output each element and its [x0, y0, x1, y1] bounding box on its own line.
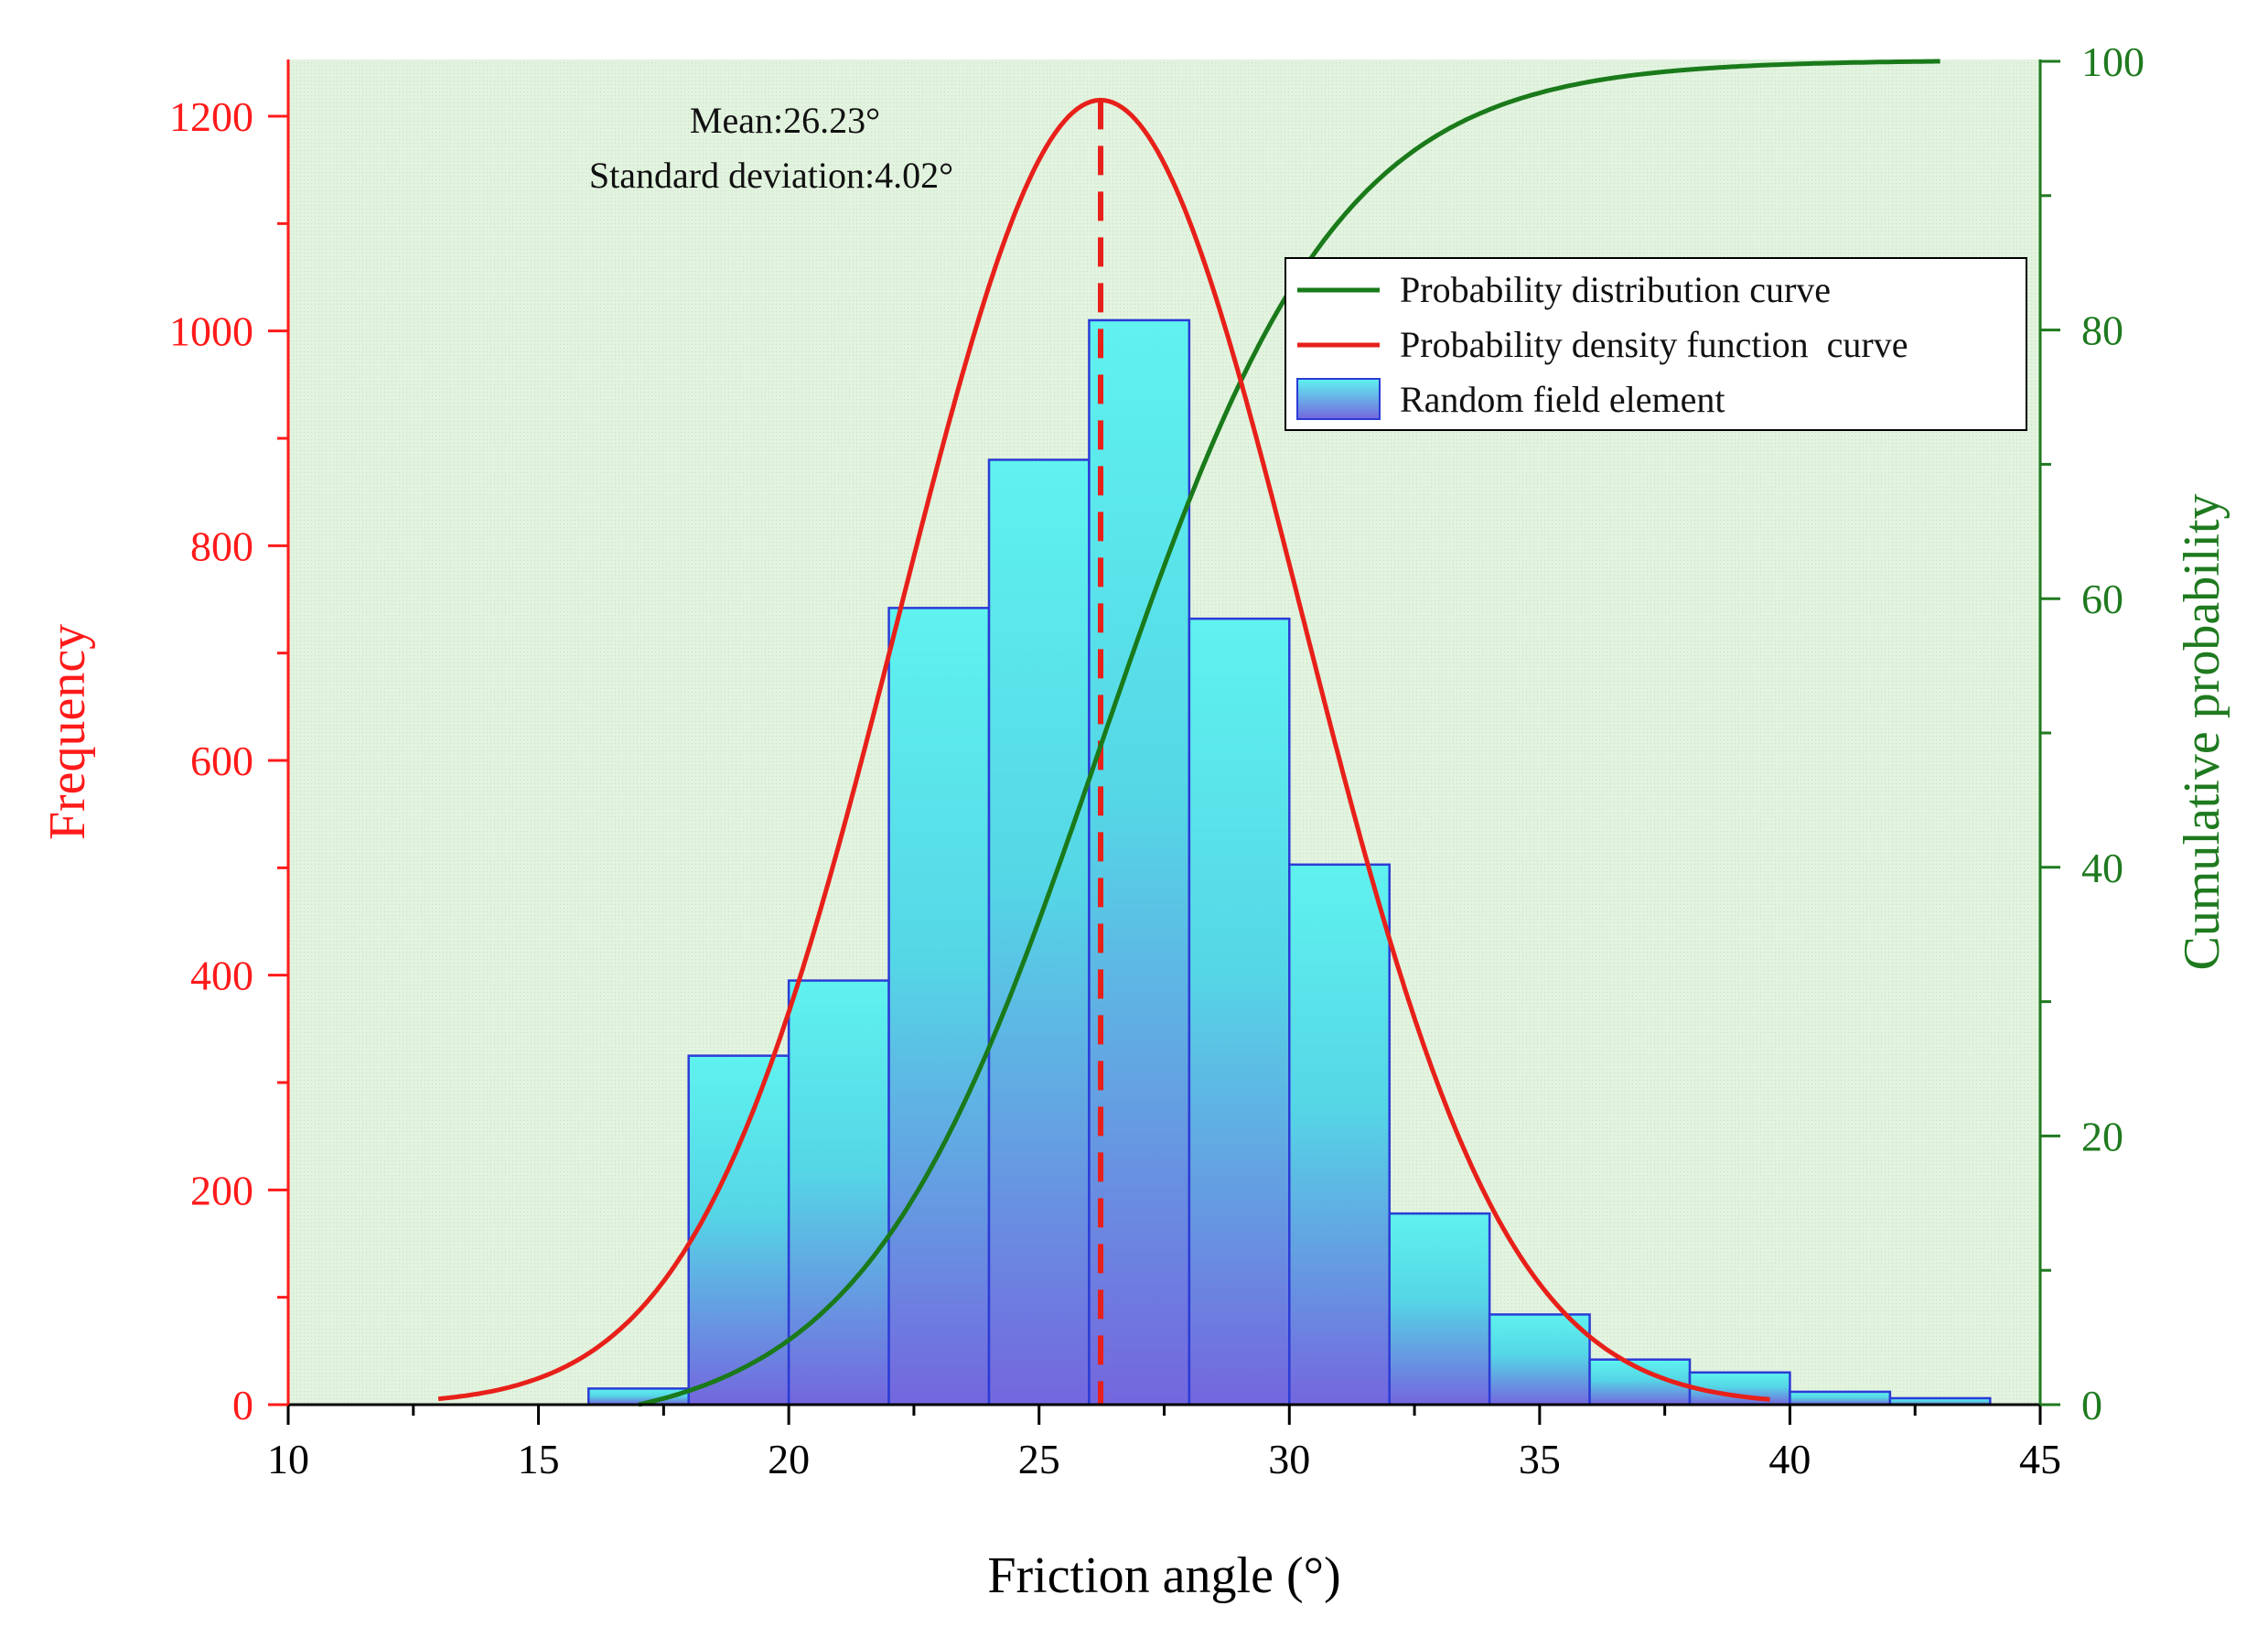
histogram-bar [887, 607, 991, 1406]
x-tick-label: 35 [1519, 1436, 1561, 1482]
x-tick-label: 30 [1268, 1436, 1310, 1482]
x-axis-label: Friction angle (°) [987, 1547, 1340, 1604]
legend: Probability distribution curve Probabili… [1284, 257, 2027, 431]
y-left-tick-label: 1200 [169, 93, 253, 140]
y-left-tick-label: 200 [190, 1167, 253, 1213]
histogram-bar [1488, 1313, 1591, 1406]
pdf-curve [437, 97, 1770, 1402]
legend-cdf-label: Probability distribution curve [1400, 269, 1831, 310]
histogram-bars [587, 318, 1992, 1406]
legend-pdf-label: Probability density function curve [1400, 324, 1908, 365]
histogram-bar [1388, 1212, 1491, 1406]
histogram-bar [1288, 863, 1391, 1406]
x-tick-label: 10 [267, 1436, 309, 1482]
y-right-tick-label: 40 [2081, 845, 2123, 891]
y-left-tick-label: 1000 [169, 308, 253, 355]
histogram-bar [1188, 617, 1291, 1406]
axes: 10 15 20 25 30 35 40 45 0 200 400 600 800 1000 1200 0 20… [169, 38, 2144, 1482]
y-left-axis-label: Frequency [39, 624, 96, 840]
x-tick-label: 45 [2019, 1436, 2061, 1482]
x-tick-label: 20 [768, 1436, 810, 1482]
y-right-axis-label: Cumulative probability [2174, 493, 2230, 970]
histogram-bar [987, 458, 1091, 1406]
x-tick-label: 40 [1768, 1436, 1811, 1482]
legend-box [1284, 257, 2027, 431]
y-left-tick-label: 400 [190, 953, 253, 999]
y-left-tick-label: 0 [232, 1382, 253, 1428]
y-right-tick-label: 0 [2081, 1382, 2102, 1428]
x-tick-label: 25 [1018, 1436, 1060, 1482]
histogram-bar [787, 979, 890, 1406]
y-right-tick-label: 100 [2081, 38, 2144, 85]
y-left-tick-label: 800 [190, 523, 253, 569]
legend-bar-swatch [1296, 378, 1381, 420]
sd-annotation: Standard deviation:4.02° [589, 155, 953, 196]
y-right-tick-label: 20 [2081, 1113, 2123, 1159]
y-right-tick-label: 80 [2081, 307, 2123, 354]
y-left-tick-label: 600 [190, 738, 253, 784]
histogram-bar [1088, 318, 1191, 1406]
histogram-bar [1789, 1390, 1892, 1406]
legend-bar-label: Random field element [1400, 379, 1725, 420]
x-tick-label: 15 [518, 1436, 560, 1482]
mean-annotation: Mean:26.23° [690, 100, 880, 141]
y-right-tick-label: 60 [2081, 576, 2123, 622]
